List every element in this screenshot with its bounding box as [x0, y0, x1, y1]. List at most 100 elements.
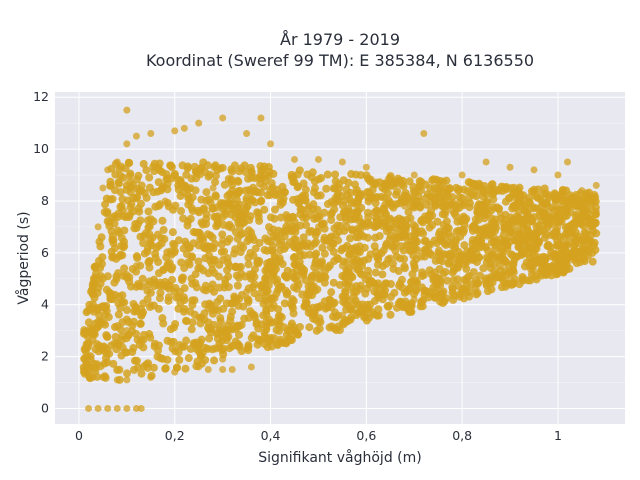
scatter-point [572, 259, 581, 268]
scatter-point [206, 170, 215, 179]
scatter-point [393, 174, 402, 183]
scatter-point [247, 333, 256, 342]
scatter-point [132, 404, 140, 412]
scatter-point [280, 299, 289, 308]
scatter-point [107, 247, 116, 256]
scatter-point [180, 124, 188, 132]
scatter-point [374, 305, 383, 314]
scatter-point [290, 327, 298, 335]
scatter-point [307, 173, 316, 182]
scatter-point [166, 264, 175, 273]
scatter-point [302, 221, 311, 230]
scatter-point [98, 346, 107, 355]
scatter-point [219, 236, 227, 244]
scatter-point [287, 319, 296, 328]
scatter-point [200, 315, 209, 324]
scatter-point [251, 265, 260, 274]
scatter-point [263, 259, 272, 268]
y-tick-label: 8 [41, 193, 49, 208]
scatter-point [539, 226, 548, 235]
scatter-point [270, 205, 279, 214]
scatter-point [458, 171, 466, 179]
scatter-point [228, 307, 237, 316]
scatter-point [532, 192, 541, 201]
x-tick-label: 0,8 [452, 428, 472, 443]
scatter-point [493, 252, 502, 261]
scatter-point [174, 236, 183, 245]
scatter-point [341, 279, 350, 288]
scatter-point [170, 171, 179, 180]
scatter-point [508, 265, 517, 274]
scatter-point [506, 275, 514, 283]
scatter-point [246, 307, 255, 316]
scatter-point [503, 260, 512, 269]
scatter-point [257, 197, 265, 205]
scatter-point [260, 205, 269, 214]
scatter-point [449, 295, 458, 304]
scatter-point [143, 363, 152, 372]
scatter-point [191, 167, 200, 176]
scatter-point [171, 320, 180, 329]
scatter-point [474, 253, 483, 262]
scatter-point [216, 317, 225, 326]
scatter-point [433, 217, 442, 226]
scatter-point [117, 241, 126, 250]
scatter-point [175, 355, 184, 364]
scatter-point [132, 267, 141, 276]
scatter-point [147, 301, 155, 309]
scatter-point [251, 244, 260, 253]
scatter-point [136, 319, 145, 328]
scatter-point [306, 281, 315, 290]
scatter-point [207, 243, 216, 252]
scatter-point [220, 180, 229, 189]
scatter-point [554, 211, 563, 220]
scatter-point [392, 252, 401, 261]
scatter-point [405, 177, 414, 186]
scatter-point [276, 196, 285, 205]
scatter-point [292, 284, 301, 293]
scatter-point [195, 314, 203, 322]
scatter-point [328, 239, 337, 248]
scatter-point [322, 184, 331, 193]
scatter-point [241, 272, 250, 281]
scatter-point [113, 322, 122, 331]
scatter-point [259, 299, 268, 308]
scatter-point [296, 210, 305, 219]
scatter-point [441, 207, 450, 216]
scatter-point [233, 281, 242, 290]
scatter-point [218, 199, 227, 208]
scatter-point [573, 202, 582, 211]
scatter-point [234, 177, 243, 186]
scatter-point [332, 326, 341, 335]
scatter-point [496, 210, 504, 218]
scatter-point [278, 260, 287, 269]
scatter-point [572, 210, 581, 219]
scatter-point [145, 230, 154, 239]
scatter-point [374, 252, 383, 261]
scatter-point [310, 286, 319, 295]
scatter-point [100, 208, 109, 217]
scatter-point [137, 311, 146, 320]
scatter-point [304, 304, 313, 313]
scatter-point [250, 289, 259, 298]
scatter-point [282, 273, 291, 282]
scatter-point [380, 179, 389, 188]
scatter-point [149, 363, 158, 372]
scatter-point [363, 208, 372, 217]
scatter-point [154, 304, 163, 313]
scatter-point [90, 293, 99, 302]
scatter-point [170, 241, 179, 250]
scatter-point [250, 272, 259, 281]
scatter-point [444, 201, 453, 210]
scatter-point [355, 242, 364, 251]
scatter-point [267, 337, 275, 345]
scatter-point [348, 225, 357, 234]
scatter-point [463, 187, 472, 196]
scatter-point [341, 287, 350, 296]
scatter-point [195, 228, 204, 237]
scatter-point [269, 301, 278, 310]
scatter-point [220, 283, 229, 292]
scatter-point [515, 183, 524, 192]
scatter-point [261, 292, 270, 301]
scatter-point [373, 221, 382, 230]
